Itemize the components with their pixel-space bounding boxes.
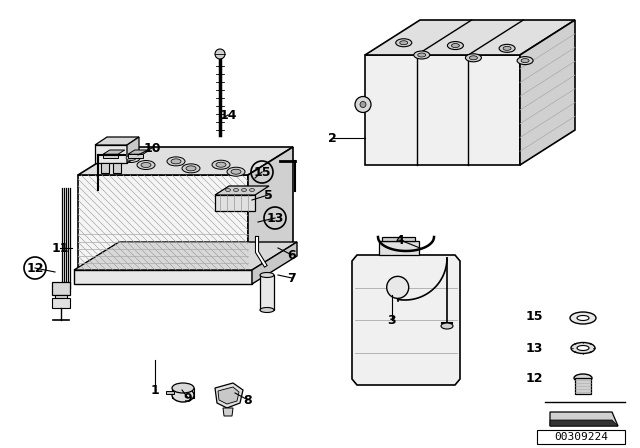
Ellipse shape [499, 44, 515, 52]
Ellipse shape [570, 312, 596, 324]
Polygon shape [248, 147, 293, 270]
Polygon shape [74, 270, 252, 284]
Ellipse shape [571, 343, 595, 353]
Polygon shape [215, 186, 269, 195]
Ellipse shape [577, 345, 589, 350]
Text: 00309224: 00309224 [554, 432, 608, 442]
Polygon shape [78, 147, 293, 175]
Text: 12: 12 [26, 262, 44, 275]
Ellipse shape [141, 163, 151, 168]
Ellipse shape [577, 315, 589, 320]
Ellipse shape [250, 189, 255, 191]
Polygon shape [172, 388, 194, 398]
Ellipse shape [212, 160, 230, 169]
Text: 10: 10 [143, 142, 161, 155]
Polygon shape [550, 420, 618, 426]
Polygon shape [379, 241, 419, 255]
Polygon shape [74, 242, 297, 270]
Text: 14: 14 [220, 108, 237, 121]
Polygon shape [215, 383, 243, 408]
Text: 5: 5 [264, 189, 273, 202]
Polygon shape [382, 237, 415, 241]
Polygon shape [575, 378, 591, 394]
Polygon shape [550, 412, 618, 426]
Polygon shape [166, 391, 174, 394]
Text: 13: 13 [525, 341, 543, 354]
Ellipse shape [227, 167, 245, 176]
Ellipse shape [441, 323, 453, 329]
Ellipse shape [260, 307, 274, 313]
Polygon shape [52, 298, 70, 308]
Text: 6: 6 [288, 249, 296, 262]
Ellipse shape [122, 154, 140, 163]
Ellipse shape [447, 42, 463, 50]
Ellipse shape [413, 51, 429, 59]
Text: 1: 1 [150, 383, 159, 396]
Polygon shape [520, 20, 575, 165]
Polygon shape [128, 154, 143, 158]
Ellipse shape [225, 189, 230, 191]
Polygon shape [78, 175, 248, 270]
Circle shape [215, 49, 225, 59]
Ellipse shape [241, 189, 246, 191]
Ellipse shape [234, 189, 239, 191]
Polygon shape [95, 145, 127, 163]
Ellipse shape [574, 374, 592, 382]
Polygon shape [103, 154, 118, 158]
Polygon shape [113, 163, 121, 173]
Polygon shape [252, 242, 297, 284]
Ellipse shape [172, 383, 194, 393]
Ellipse shape [167, 157, 185, 166]
Ellipse shape [186, 166, 196, 171]
Text: 8: 8 [244, 393, 252, 406]
Ellipse shape [451, 43, 460, 47]
Ellipse shape [126, 155, 136, 160]
Polygon shape [352, 255, 460, 385]
Circle shape [355, 96, 371, 112]
Text: 7: 7 [287, 271, 296, 284]
Polygon shape [365, 20, 575, 55]
Polygon shape [223, 408, 233, 416]
Polygon shape [218, 387, 239, 404]
Polygon shape [101, 163, 109, 173]
Ellipse shape [137, 160, 155, 169]
Ellipse shape [396, 39, 412, 47]
Text: 9: 9 [184, 392, 192, 405]
Text: 3: 3 [388, 314, 396, 327]
Polygon shape [128, 150, 150, 154]
Polygon shape [365, 55, 520, 165]
Text: 13: 13 [266, 211, 284, 224]
Text: 4: 4 [396, 233, 404, 246]
Polygon shape [215, 195, 255, 211]
Polygon shape [127, 137, 139, 163]
Text: 15: 15 [253, 165, 271, 178]
Ellipse shape [521, 59, 529, 63]
Ellipse shape [465, 54, 481, 62]
Polygon shape [52, 282, 70, 295]
Ellipse shape [260, 272, 274, 277]
Ellipse shape [216, 162, 226, 167]
Ellipse shape [400, 41, 408, 45]
Ellipse shape [517, 56, 533, 65]
Polygon shape [103, 150, 125, 154]
Circle shape [387, 276, 409, 298]
Ellipse shape [469, 56, 477, 60]
Circle shape [360, 102, 366, 108]
Polygon shape [55, 295, 67, 302]
Ellipse shape [418, 53, 426, 57]
Text: 12: 12 [525, 371, 543, 384]
Ellipse shape [182, 164, 200, 173]
Ellipse shape [171, 159, 181, 164]
Text: 15: 15 [525, 310, 543, 323]
Ellipse shape [172, 388, 194, 402]
Polygon shape [537, 430, 625, 444]
Ellipse shape [503, 46, 511, 50]
Text: 2: 2 [328, 132, 337, 145]
Polygon shape [260, 275, 274, 310]
Polygon shape [95, 137, 139, 145]
Ellipse shape [231, 169, 241, 174]
Text: 11: 11 [51, 241, 68, 254]
